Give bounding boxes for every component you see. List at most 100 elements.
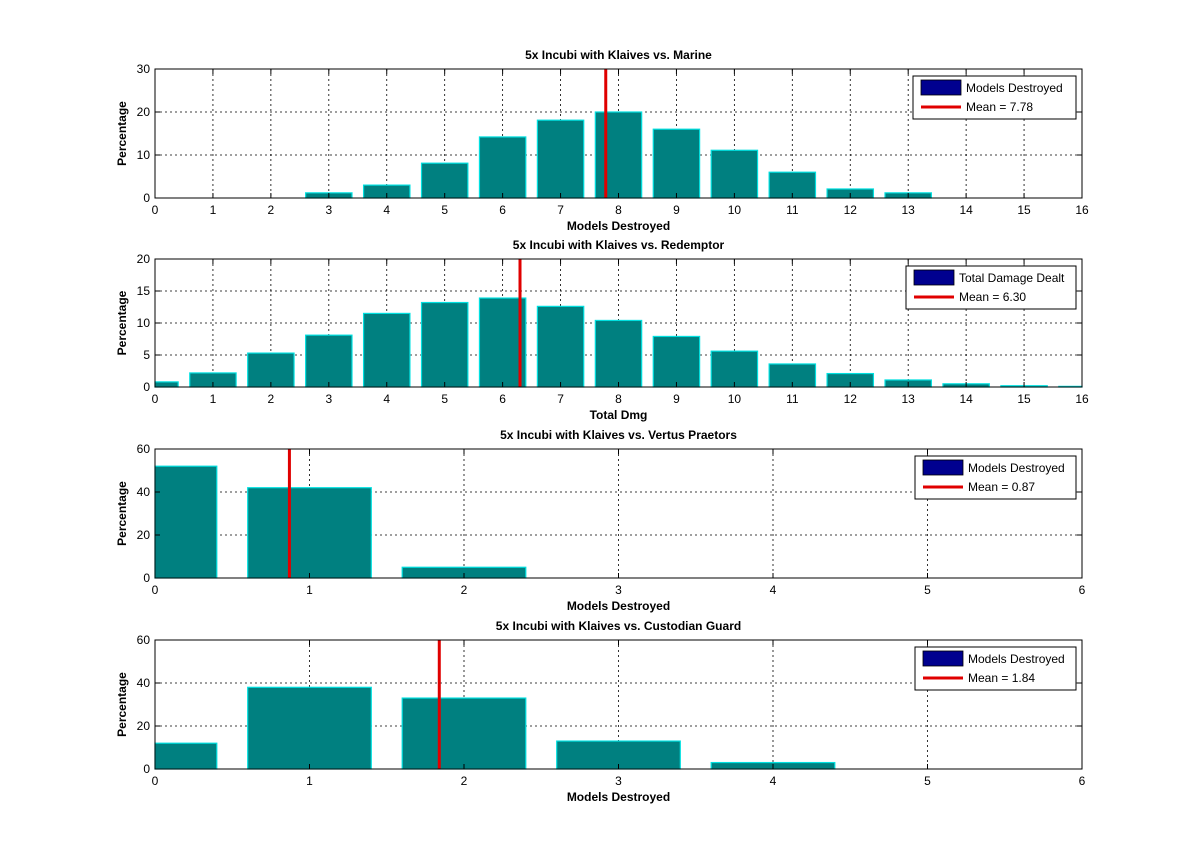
x-tick-label: 3	[325, 203, 332, 217]
y-tick-label: 20	[137, 719, 151, 733]
chart-title: 5x Incubi with Klaives vs. Custodian Gua…	[496, 619, 741, 633]
x-tick-label: 16	[1075, 203, 1089, 217]
x-tick-label: 1	[210, 203, 217, 217]
bar	[594, 319, 643, 388]
legend: Total Damage Dealt Mean = 6.30	[905, 265, 1077, 310]
bar	[710, 149, 759, 199]
bars	[154, 297, 1083, 388]
y-tick-label: 40	[137, 676, 151, 690]
bar	[247, 352, 295, 388]
x-tick-label: 14	[959, 203, 973, 217]
x-tick-label: 8	[615, 203, 622, 217]
bar	[420, 162, 469, 199]
bar	[478, 297, 527, 388]
y-tick-label: 0	[143, 380, 150, 394]
x-tick-label: 16	[1075, 392, 1089, 406]
x-axis-label: Models Destroyed	[567, 790, 670, 804]
bar	[401, 697, 527, 770]
y-tick-label: 10	[137, 316, 151, 330]
x-tick-label: 6	[499, 392, 506, 406]
x-tick-label: 5	[924, 583, 931, 597]
x-tick-label: 4	[383, 392, 390, 406]
legend-label-series: Models Destroyed	[968, 652, 1065, 666]
x-tick-label: 2	[461, 583, 468, 597]
bar	[362, 312, 411, 388]
x-tick-label: 14	[959, 392, 973, 406]
x-tick-label: 6	[1079, 583, 1086, 597]
x-tick-label: 15	[1017, 392, 1031, 406]
chart-title: 5x Incubi with Klaives vs. Marine	[525, 48, 712, 62]
legend-label-series: Models Destroyed	[966, 81, 1063, 95]
bar	[154, 742, 218, 770]
x-tick-label: 1	[210, 392, 217, 406]
x-tick-label: 5	[441, 203, 448, 217]
y-tick-label: 20	[137, 252, 151, 266]
x-tick-label: 6	[1079, 774, 1086, 788]
bar	[154, 381, 179, 388]
x-tick-label: 7	[557, 392, 564, 406]
y-tick-label: 40	[137, 485, 151, 499]
x-tick-label: 3	[615, 774, 622, 788]
bar	[478, 136, 527, 199]
x-tick-label: 1	[306, 774, 313, 788]
bar	[652, 128, 701, 199]
y-tick-label: 0	[143, 762, 150, 776]
x-tick-label: 11	[786, 392, 799, 406]
x-tick-label: 15	[1017, 203, 1031, 217]
bar	[305, 334, 353, 388]
x-tick-label: 5	[441, 392, 448, 406]
x-tick-label: 2	[461, 774, 468, 788]
x-tick-label: 11	[786, 203, 799, 217]
legend: Models Destroyed Mean = 0.87	[914, 455, 1077, 500]
bar	[710, 350, 759, 388]
x-tick-label: 1	[306, 583, 313, 597]
legend: Models Destroyed Mean = 1.84	[914, 646, 1077, 691]
x-tick-label: 6	[499, 203, 506, 217]
y-axis-label: Percentage	[115, 481, 129, 546]
bar	[154, 465, 218, 579]
x-tick-label: 10	[728, 392, 742, 406]
x-tick-label: 3	[615, 583, 622, 597]
y-tick-label: 20	[137, 528, 151, 542]
x-tick-label: 0	[152, 203, 159, 217]
x-tick-label: 12	[844, 203, 858, 217]
bar	[247, 487, 372, 579]
y-tick-label: 0	[143, 571, 150, 585]
y-axis-label: Percentage	[115, 101, 129, 166]
legend: Models Destroyed Mean = 7.78	[912, 75, 1077, 120]
bar	[536, 305, 585, 388]
legend-label-mean: Mean = 0.87	[968, 480, 1035, 494]
legend-label-series: Total Damage Dealt	[959, 271, 1065, 285]
bar	[247, 686, 372, 770]
x-tick-label: 0	[152, 392, 159, 406]
x-tick-label: 10	[728, 203, 742, 217]
x-tick-label: 12	[844, 392, 858, 406]
y-tick-label: 15	[137, 284, 151, 298]
grid	[155, 69, 1082, 198]
legend-swatch-bar	[913, 269, 955, 286]
x-tick-label: 4	[770, 583, 777, 597]
y-tick-label: 20	[137, 105, 151, 119]
y-axis-label: Percentage	[115, 672, 129, 737]
legend-label-series: Models Destroyed	[968, 461, 1065, 475]
x-tick-label: 8	[615, 392, 622, 406]
x-tick-label: 4	[770, 774, 777, 788]
y-axis-label: Percentage	[115, 290, 129, 355]
legend-label-mean: Mean = 1.84	[968, 671, 1035, 685]
x-axis-label: Models Destroyed	[567, 219, 670, 233]
x-tick-label: 9	[673, 392, 680, 406]
x-tick-label: 2	[268, 392, 275, 406]
chart-title: 5x Incubi with Klaives vs. Redemptor	[513, 238, 725, 252]
y-tick-label: 0	[143, 191, 150, 205]
bar	[420, 301, 469, 388]
x-tick-label: 9	[673, 203, 680, 217]
x-axis-label: Total Dmg	[590, 408, 648, 422]
